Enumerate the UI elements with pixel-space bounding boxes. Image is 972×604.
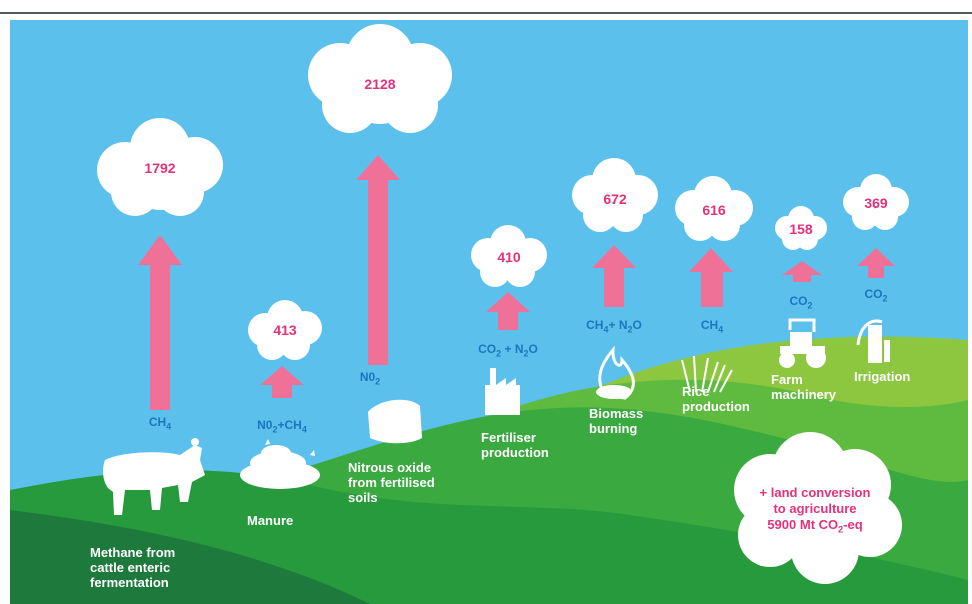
cloud-cattle <box>97 118 223 216</box>
value-irrigation: 369 <box>864 195 888 211</box>
value-rice: 616 <box>702 202 726 218</box>
gas-nitrous: N02 <box>359 370 381 387</box>
cloud-land-conversion <box>734 432 902 584</box>
gas-rice: CH4 <box>700 318 724 335</box>
value-cattle: 1792 <box>144 160 176 176</box>
arrow-irrigation <box>857 248 895 278</box>
cloud-rice <box>675 176 753 241</box>
manure-icon <box>240 439 320 489</box>
cloud-irrigation <box>843 174 909 230</box>
arrow-fertiliser <box>486 292 530 330</box>
cloud-group <box>97 24 909 584</box>
gas-machinery: CO2 <box>789 294 813 311</box>
cow-icon <box>103 438 205 515</box>
value-manure: 413 <box>273 322 297 338</box>
gas-fertiliser: CO2 + N2O <box>478 342 538 359</box>
tractor-icon <box>779 318 826 368</box>
illustration-layer <box>10 24 968 604</box>
arrow-cattle <box>138 235 182 410</box>
arrow-manure <box>260 366 304 398</box>
cloud-biomass <box>572 158 658 232</box>
arrow-biomass <box>592 245 636 307</box>
gas-manure: N02+CH4 <box>257 418 307 435</box>
land-conversion-note: + land conversion to agriculture 5900 Mt… <box>759 485 871 535</box>
label-nitrous: Nitrous oxide from fertilised soils <box>348 460 435 505</box>
value-machinery: 158 <box>789 221 813 237</box>
value-fertiliser: 410 <box>497 249 521 265</box>
value-biomass: 672 <box>603 191 627 207</box>
hill-foreground <box>10 510 370 604</box>
label-rice: Rice production <box>682 384 750 414</box>
gas-cattle: CH4 <box>148 415 172 432</box>
fertiliser-bag-icon <box>368 399 422 444</box>
label-irrigation: Irrigation <box>854 369 911 384</box>
value-nitrous: 2128 <box>364 76 396 92</box>
factory-icon <box>485 368 520 415</box>
label-manure: Manure <box>247 513 294 528</box>
arrow-machinery <box>782 261 822 282</box>
arrow-rice <box>689 248 733 307</box>
label-cattle: Methane from cattle enteric fermentation <box>90 545 176 590</box>
label-machinery: Farm machinery <box>771 372 837 402</box>
cloud-machinery <box>775 206 827 250</box>
label-fertiliser: Fertiliser production <box>481 430 549 460</box>
flame-icon <box>596 345 635 400</box>
rice-plant-icon <box>681 355 733 393</box>
arrow-nitrous <box>356 155 400 365</box>
arrow-group <box>138 155 895 410</box>
irrigation-pump-icon <box>856 319 890 363</box>
gas-biomass: CH4+ N2O <box>586 318 642 335</box>
cloud-nitrous <box>308 24 452 133</box>
cloud-fertiliser <box>471 225 547 287</box>
icon-group <box>103 318 890 515</box>
label-biomass: Biomass burning <box>589 406 644 436</box>
gas-irrigation: CO2 <box>864 287 888 304</box>
cloud-manure <box>248 300 322 360</box>
sky-background: 1792 413 2128 410 672 616 158 369 CH4 N0… <box>10 20 968 604</box>
top-rule <box>0 12 972 14</box>
